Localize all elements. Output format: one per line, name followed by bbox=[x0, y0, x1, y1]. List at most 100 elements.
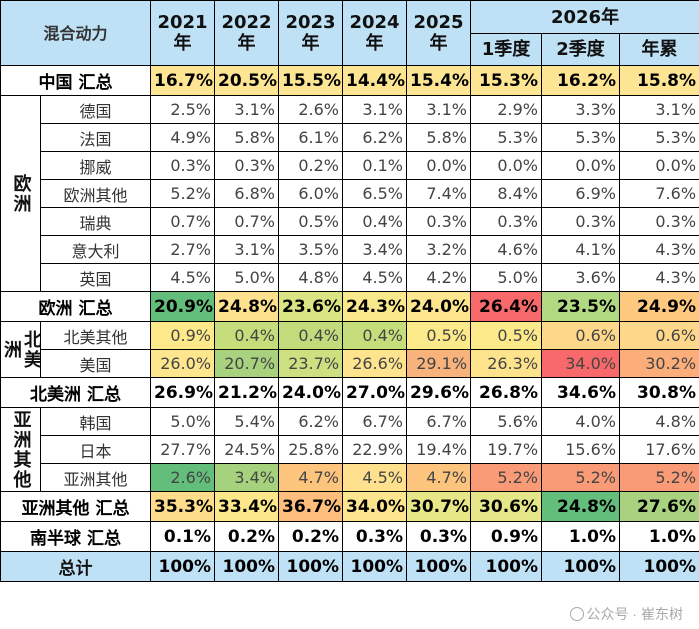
value-cell: 0.0% bbox=[619, 151, 699, 180]
region-label: 北美洲 bbox=[0, 321, 41, 378]
value-cell: 15.3% bbox=[470, 65, 543, 96]
total-label: 总计 bbox=[0, 551, 152, 582]
table-row: 亚洲其他 2.6% 3.4% 4.7% 4.5% 4.7% 5.2% 5.2% 5.2% bbox=[1, 463, 699, 492]
value-cell: 0.3% bbox=[619, 207, 699, 236]
value-cell: 4.6% bbox=[470, 235, 543, 264]
value-cell: 15.8% bbox=[619, 65, 699, 96]
value-cell: 3.1% bbox=[342, 95, 408, 124]
value-cell: 2.9% bbox=[470, 95, 543, 124]
region-label: 欧洲 bbox=[0, 95, 41, 292]
value-cell: 4.5% bbox=[150, 263, 216, 292]
value-cell: 19.4% bbox=[406, 435, 472, 464]
row-label: 亚洲其他 bbox=[39, 463, 152, 492]
value-cell: 4.9% bbox=[150, 123, 216, 152]
value-cell: 29.1% bbox=[406, 349, 472, 378]
value-cell: 5.8% bbox=[406, 123, 472, 152]
value-cell: 30.2% bbox=[619, 349, 699, 378]
value-cell: 35.3% bbox=[150, 491, 216, 522]
value-cell: 2.6% bbox=[150, 463, 216, 492]
value-cell: 3.1% bbox=[619, 95, 699, 124]
value-cell: 8.4% bbox=[470, 179, 543, 208]
value-cell: 5.3% bbox=[541, 123, 621, 152]
value-cell: 0.4% bbox=[214, 321, 280, 350]
value-cell: 5.2% bbox=[470, 463, 543, 492]
value-cell: 0.9% bbox=[470, 521, 543, 552]
value-cell: 26.8% bbox=[470, 377, 543, 408]
value-cell: 29.6% bbox=[406, 377, 472, 408]
summary-row: 欧洲 汇总 20.9% 24.8% 23.6% 24.3% 24.0% 26.4% 23.5%… bbox=[0, 291, 699, 322]
value-cell: 5.2% bbox=[541, 463, 621, 492]
value-cell: 26.0% bbox=[150, 349, 216, 378]
value-cell: 6.9% bbox=[541, 179, 621, 208]
value-cell: 14.4% bbox=[342, 65, 408, 96]
value-cell: 27.6% bbox=[619, 491, 699, 522]
value-cell: 6.7% bbox=[406, 407, 472, 436]
region-label-text: 欧洲 bbox=[10, 173, 32, 214]
value-cell: 30.7% bbox=[406, 491, 472, 522]
year-header: 2024 年 bbox=[342, 0, 408, 66]
value-cell: 0.4% bbox=[342, 321, 408, 350]
table-row: 日本 27.7% 24.5% 25.8% 22.9% 19.4% 19.7% 15.6% 17.… bbox=[1, 435, 699, 464]
value-cell: 24.8% bbox=[214, 291, 280, 322]
value-cell: 23.6% bbox=[278, 291, 344, 322]
year-header: 2022 年 bbox=[214, 0, 280, 66]
value-cell: 3.1% bbox=[214, 235, 280, 264]
row-label: 韩国 bbox=[39, 407, 152, 436]
value-cell: 1.0% bbox=[541, 521, 621, 552]
hybrid-share-table: 混合动力 2021 年 2022 年 2023 年 2024 年 2025 年 2026年… bbox=[0, 0, 699, 582]
value-cell: 2.7% bbox=[150, 235, 216, 264]
value-cell: 23.5% bbox=[541, 291, 621, 322]
value-cell: 0.5% bbox=[470, 321, 543, 350]
value-cell: 100% bbox=[619, 551, 699, 582]
value-cell: 16.2% bbox=[541, 65, 621, 96]
value-cell: 5.6% bbox=[470, 407, 543, 436]
value-cell: 30.8% bbox=[619, 377, 699, 408]
value-cell: 33.4% bbox=[214, 491, 280, 522]
summary-label: 亚洲其他 汇总 bbox=[0, 491, 152, 522]
value-cell: 5.2% bbox=[150, 179, 216, 208]
value-cell: 3.1% bbox=[214, 95, 280, 124]
year-header: 2021 年 bbox=[150, 0, 216, 66]
value-cell: 0.3% bbox=[406, 521, 472, 552]
row-label: 挪威 bbox=[39, 151, 152, 180]
value-cell: 5.3% bbox=[470, 123, 543, 152]
table-row: 欧洲 德国 2.5% 3.1% 2.6% 3.1% 3.1% 2.9% 3.3% 3.1% bbox=[0, 95, 699, 292]
table-row: 英国 4.5% 5.0% 4.8% 4.5% 4.2% 5.0% 3.6% 4.3% bbox=[1, 263, 699, 292]
value-cell: 17.6% bbox=[619, 435, 699, 464]
value-cell: 5.4% bbox=[214, 407, 280, 436]
region-label-text: 亚洲其他 bbox=[10, 409, 32, 490]
value-cell: 0.2% bbox=[278, 521, 344, 552]
value-cell: 15.5% bbox=[278, 65, 344, 96]
row-label: 瑞典 bbox=[39, 207, 152, 236]
value-cell: 0.2% bbox=[278, 151, 344, 180]
summary-row: 南半球 汇总 0.1% 0.2% 0.2% 0.3% 0.3% 0.9% 1.0% 1.0% bbox=[0, 521, 699, 552]
value-cell: 0.4% bbox=[278, 321, 344, 350]
value-cell: 4.1% bbox=[541, 235, 621, 264]
table-row: 法国 4.9% 5.8% 6.1% 6.2% 5.8% 5.3% 5.3% 5.3% bbox=[1, 123, 699, 152]
table-row: 北美洲 北美其他 0.9% 0.4% 0.4% 0.4% 0.5% 0.5% 0.6% 0.6% bbox=[0, 321, 699, 378]
value-cell: 4.3% bbox=[619, 263, 699, 292]
value-cell: 25.8% bbox=[278, 435, 344, 464]
total-row: 总计 100% 100% 100% 100% 100% 100% 100% 100% bbox=[0, 551, 699, 582]
value-cell: 4.8% bbox=[619, 407, 699, 436]
value-cell: 4.7% bbox=[278, 463, 344, 492]
value-cell: 3.2% bbox=[406, 235, 472, 264]
value-cell: 15.4% bbox=[406, 65, 472, 96]
summary-label: 南半球 汇总 bbox=[0, 521, 152, 552]
value-cell: 0.5% bbox=[278, 207, 344, 236]
value-cell: 4.2% bbox=[406, 263, 472, 292]
value-cell: 4.7% bbox=[406, 463, 472, 492]
value-cell: 0.3% bbox=[150, 151, 216, 180]
value-cell: 6.1% bbox=[278, 123, 344, 152]
summary-row: 北美洲 汇总 26.9% 21.2% 24.0% 27.0% 29.6% 26.8% 34.6… bbox=[0, 377, 699, 408]
value-cell: 0.7% bbox=[150, 207, 216, 236]
year-header: 2025 年 bbox=[406, 0, 472, 66]
value-cell: 24.5% bbox=[214, 435, 280, 464]
table-row: 亚洲其他 韩国 5.0% 5.4% 6.2% 6.7% 6.7% 5.6% 4.0% 4.8% bbox=[0, 407, 699, 492]
value-cell: 1.0% bbox=[619, 521, 699, 552]
value-cell: 5.2% bbox=[619, 463, 699, 492]
sub-header-ytd: 年累 bbox=[619, 33, 699, 66]
value-cell: 3.1% bbox=[406, 95, 472, 124]
value-cell: 0.0% bbox=[541, 151, 621, 180]
value-cell: 5.8% bbox=[214, 123, 280, 152]
